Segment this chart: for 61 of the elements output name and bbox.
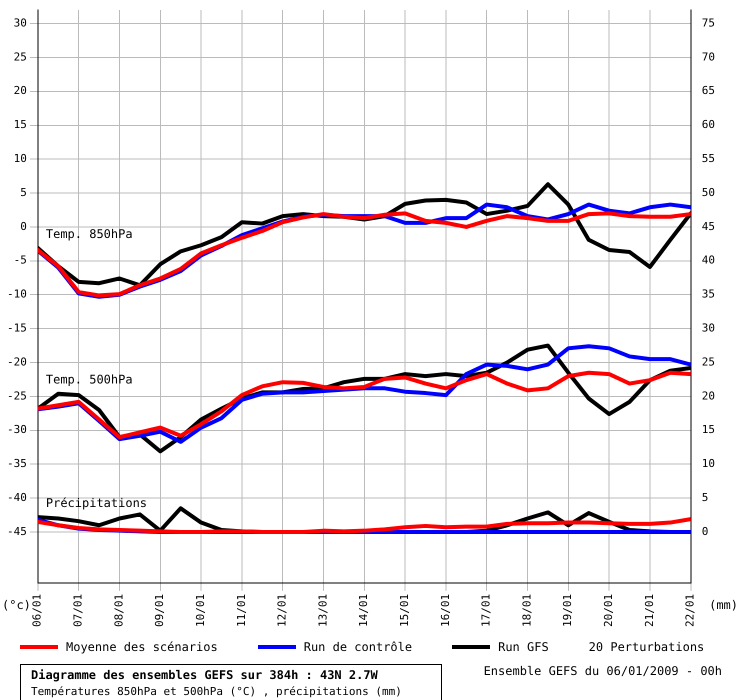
y2-tick-label: 15 <box>702 423 716 436</box>
x-tick-label: 18/01 <box>520 594 534 628</box>
y-tick-label: -40 <box>6 491 27 504</box>
y-tick-label: 10 <box>14 152 27 166</box>
x-tick-label: 14/01 <box>357 594 370 628</box>
y-tick-label: -25 <box>6 389 27 402</box>
annotation: Précipitations <box>46 496 148 510</box>
x-tick-label: 08/01 <box>112 594 126 628</box>
x-tick-label: 22/01 <box>684 594 697 628</box>
text: 20 Perturbations <box>588 640 704 654</box>
x-tick-label: 10/01 <box>194 594 207 628</box>
x-tick-label: 16/01 <box>438 594 452 628</box>
y-tick-label: -30 <box>6 423 27 436</box>
y2-tick-label: 70 <box>702 50 716 64</box>
x-tick-label: 13/01 <box>316 594 330 628</box>
y-tick-label: -5 <box>14 254 27 267</box>
x-tick-label: 09/01 <box>153 594 166 628</box>
y-tick-label: 5 <box>20 186 27 199</box>
y2-tick-label: 65 <box>702 84 716 98</box>
y2-axis-title: (mm) <box>709 598 738 612</box>
y2-tick-label: 5 <box>702 491 708 504</box>
text: Diagramme des ensembles GEFS sur 384h : 43N 2.7W <box>31 668 379 682</box>
x-tick-label: 12/01 <box>276 594 289 628</box>
y2-tick-label: 30 <box>702 322 716 335</box>
x-tick-label: 15/01 <box>398 594 411 628</box>
y2-tick-label: 20 <box>702 389 716 402</box>
x-tick-label: 07/01 <box>72 594 85 628</box>
y-tick-label: -20 <box>6 355 27 368</box>
y2-tick-label: 45 <box>702 220 716 233</box>
x-tick-label: 20/01 <box>602 594 616 628</box>
y-tick-label: -15 <box>6 322 27 335</box>
text: Températures 850hPa et 500hPa (°C) , précipitations (mm) <box>31 685 403 698</box>
y-axis-title: (°c) <box>2 598 31 612</box>
y2-tick-label: 55 <box>702 152 716 166</box>
annotation: Temp. 500hPa <box>46 372 133 387</box>
x-tick-label: 19/01 <box>561 594 574 628</box>
y-tick-label: 0 <box>20 220 27 233</box>
annotation: Temp. 850hPa <box>46 226 133 241</box>
text: Ensemble GEFS du 06/01/2009 - 00h <box>484 664 722 678</box>
y2-tick-label: 75 <box>702 16 716 30</box>
y2-tick-label: 50 <box>702 186 716 199</box>
y-tick-label: 25 <box>14 50 27 64</box>
y2-tick-label: 10 <box>702 457 716 470</box>
x-tick-label: 17/01 <box>480 594 493 628</box>
legend-label: Moyenne des scénarios <box>66 640 218 654</box>
legend-label: Run de contrôle <box>304 640 412 654</box>
y2-tick-label: 25 <box>702 355 716 368</box>
y-tick-label: -35 <box>6 457 27 470</box>
y2-tick-label: 40 <box>702 254 716 267</box>
y2-tick-label: 0 <box>702 524 708 538</box>
legend-label: Run GFS <box>498 640 549 654</box>
y-tick-label: 20 <box>14 84 27 98</box>
y2-tick-label: 35 <box>702 288 716 301</box>
y-tick-label: 30 <box>14 16 27 30</box>
y-tick-label: -10 <box>6 288 27 301</box>
x-tick-label: 21/01 <box>642 594 656 628</box>
y-tick-label: 15 <box>14 118 27 132</box>
y2-tick-label: 60 <box>702 118 716 132</box>
y-tick-label: -45 <box>6 524 27 538</box>
x-tick-label: 11/01 <box>234 594 248 628</box>
x-tick-label: 06/01 <box>30 594 44 628</box>
